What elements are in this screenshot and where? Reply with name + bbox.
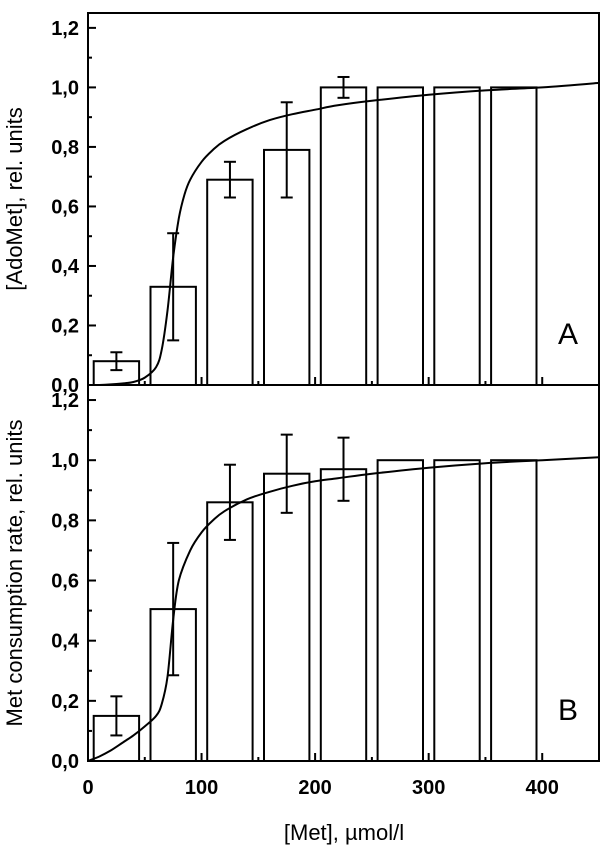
panel-a-bar [490, 86, 538, 387]
panel-b-x-tick-label: 200 [298, 777, 331, 799]
panel-a-y-tick-label: 0,6 [51, 196, 79, 218]
panel-b-bar [376, 459, 425, 762]
panel-a-bar [206, 178, 254, 386]
panel-b-x-tick-label: 300 [412, 777, 445, 799]
panel-a-y-tick-label: 1,0 [51, 77, 79, 99]
panel-b-y-tick-label: 0,8 [51, 510, 79, 532]
panel-b-error-bar [280, 433, 293, 514]
panel-b-error-bar [110, 695, 123, 737]
panel-a-y-tick-label: 0,2 [51, 315, 79, 337]
panel-a: 0,0 0,2 0,4 0,6 0,8 1,0 1,2 A [AdoMet], rel. u… [2, 12, 600, 397]
panel-b-x-tick-label: 400 [526, 777, 559, 799]
panel-a-fit-curve [87, 81, 600, 387]
panel-a-bars [92, 86, 538, 387]
panel-b-y-tick-label: 0,6 [51, 571, 79, 593]
panel-b-y-tick-label: 0,4 [51, 631, 80, 653]
panel-b-y-tick-label: 0,2 [51, 691, 79, 713]
panel-b-bars [92, 459, 538, 763]
panel-a-error-bar [280, 101, 293, 199]
x-axis-title: [Met], µmol/l [284, 820, 404, 845]
panel-b-error-bar [167, 541, 180, 677]
panel-b-bar [206, 501, 254, 762]
panel-b-y-tick-label: 1,0 [51, 450, 79, 472]
panel-a-y-tick-label: 1,2 [51, 18, 79, 40]
panel-b-y-tick-label: 1,2 [51, 390, 79, 412]
panel-b-error-bar [223, 463, 236, 541]
panel-b-y-axis-title: Met consumption rate, rel. units [2, 420, 27, 727]
panel-a-y-tick-label: 0,8 [51, 137, 79, 159]
panel-b: 0,0 0,2 0,4 0,6 0,8 1,0 1,2 0 100 200 300 400 B Me… [2, 384, 600, 799]
panel-a-bar [376, 86, 425, 387]
panel-b-bar [490, 459, 538, 762]
panel-a-bar [433, 86, 481, 387]
panel-b-y-tick-label: 0,0 [51, 751, 79, 773]
panel-b-x-tick-label: 100 [185, 777, 218, 799]
panel-a-y-tick-label: 0,4 [51, 256, 80, 278]
panel-b-bar [433, 459, 481, 762]
panel-b-bar [319, 468, 368, 762]
panel-b-fit-curve [87, 456, 600, 762]
panel-a-letter: A [558, 318, 578, 351]
panel-b-error-bar [337, 436, 350, 502]
panel-b-y-ticks: 0,0 0,2 0,4 0,6 0,8 1,0 1,2 [51, 390, 96, 773]
panel-b-letter: B [558, 694, 578, 727]
panel-b-x-tick-label: 0 [82, 777, 93, 799]
panel-a-error-bar [223, 160, 236, 199]
panel-a-y-ticks: 0,0 0,2 0,4 0,6 0,8 1,0 1,2 [51, 18, 96, 397]
panel-a-error-bar [110, 351, 123, 372]
panel-b-x-ticks: 0 100 200 300 400 [82, 753, 600, 799]
panel-b-bar [263, 472, 311, 762]
panel-a-bar [319, 86, 368, 387]
panel-a-y-tick-label: 0,0 [51, 375, 79, 397]
panel-a-y-axis-title: [AdoMet], rel. units [2, 107, 27, 290]
panel-a-error-bar [337, 75, 350, 99]
panel-b-error-bars [110, 433, 350, 737]
